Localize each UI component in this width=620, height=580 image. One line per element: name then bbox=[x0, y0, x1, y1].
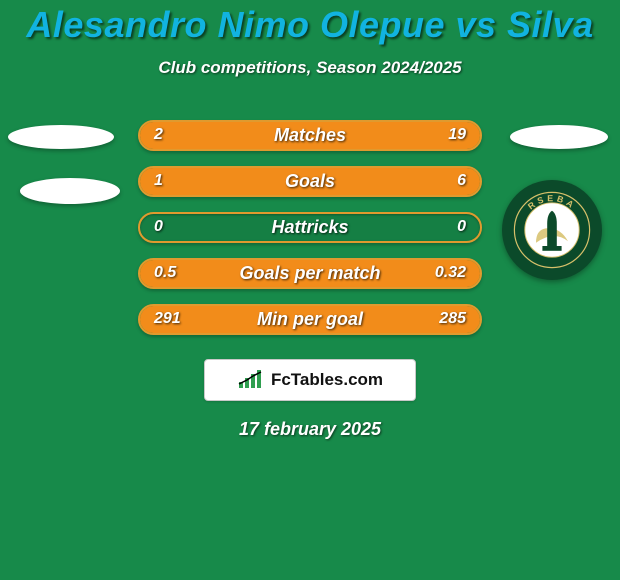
bar-chart-icon bbox=[237, 370, 265, 390]
stat-value-left: 0.5 bbox=[154, 264, 176, 282]
stat-fill-right bbox=[172, 122, 480, 149]
logo-text: FcTables.com bbox=[271, 370, 383, 390]
stat-track: 16Goals bbox=[138, 166, 482, 197]
stat-track: 219Matches bbox=[138, 120, 482, 151]
club-crest-right: RSEBA bbox=[502, 180, 602, 280]
stat-value-left: 291 bbox=[154, 310, 181, 328]
stat-value-left: 2 bbox=[154, 126, 163, 144]
stat-track: 0.50.32Goals per match bbox=[138, 258, 482, 289]
player-oval-right bbox=[510, 125, 608, 149]
stat-track: 291285Min per goal bbox=[138, 304, 482, 335]
stat-value-right: 0 bbox=[457, 218, 466, 236]
date-label: 17 february 2025 bbox=[0, 419, 620, 440]
stat-value-left: 0 bbox=[154, 218, 163, 236]
stat-value-right: 19 bbox=[448, 126, 466, 144]
stat-value-right: 285 bbox=[439, 310, 466, 328]
stat-fill-left bbox=[140, 168, 189, 195]
fctables-logo: FcTables.com bbox=[204, 359, 416, 401]
subtitle: Club competitions, Season 2024/2025 bbox=[0, 58, 620, 78]
stat-value-right: 6 bbox=[457, 172, 466, 190]
stat-value-right: 0.32 bbox=[435, 264, 466, 282]
player-oval-left bbox=[8, 125, 114, 149]
player-oval-left bbox=[20, 178, 120, 204]
comparison-card: Alesandro Nimo Olepue vs Silva Club comp… bbox=[0, 0, 620, 580]
stat-fill-right bbox=[189, 168, 480, 195]
stat-row: 291285Min per goal bbox=[0, 304, 620, 335]
stat-value-left: 1 bbox=[154, 172, 163, 190]
stat-track: 0 0Hattricks bbox=[138, 212, 482, 243]
page-title: Alesandro Nimo Olepue vs Silva bbox=[0, 0, 620, 44]
stat-label: Hattricks bbox=[140, 217, 480, 238]
club-crest-icon: RSEBA bbox=[512, 190, 592, 270]
